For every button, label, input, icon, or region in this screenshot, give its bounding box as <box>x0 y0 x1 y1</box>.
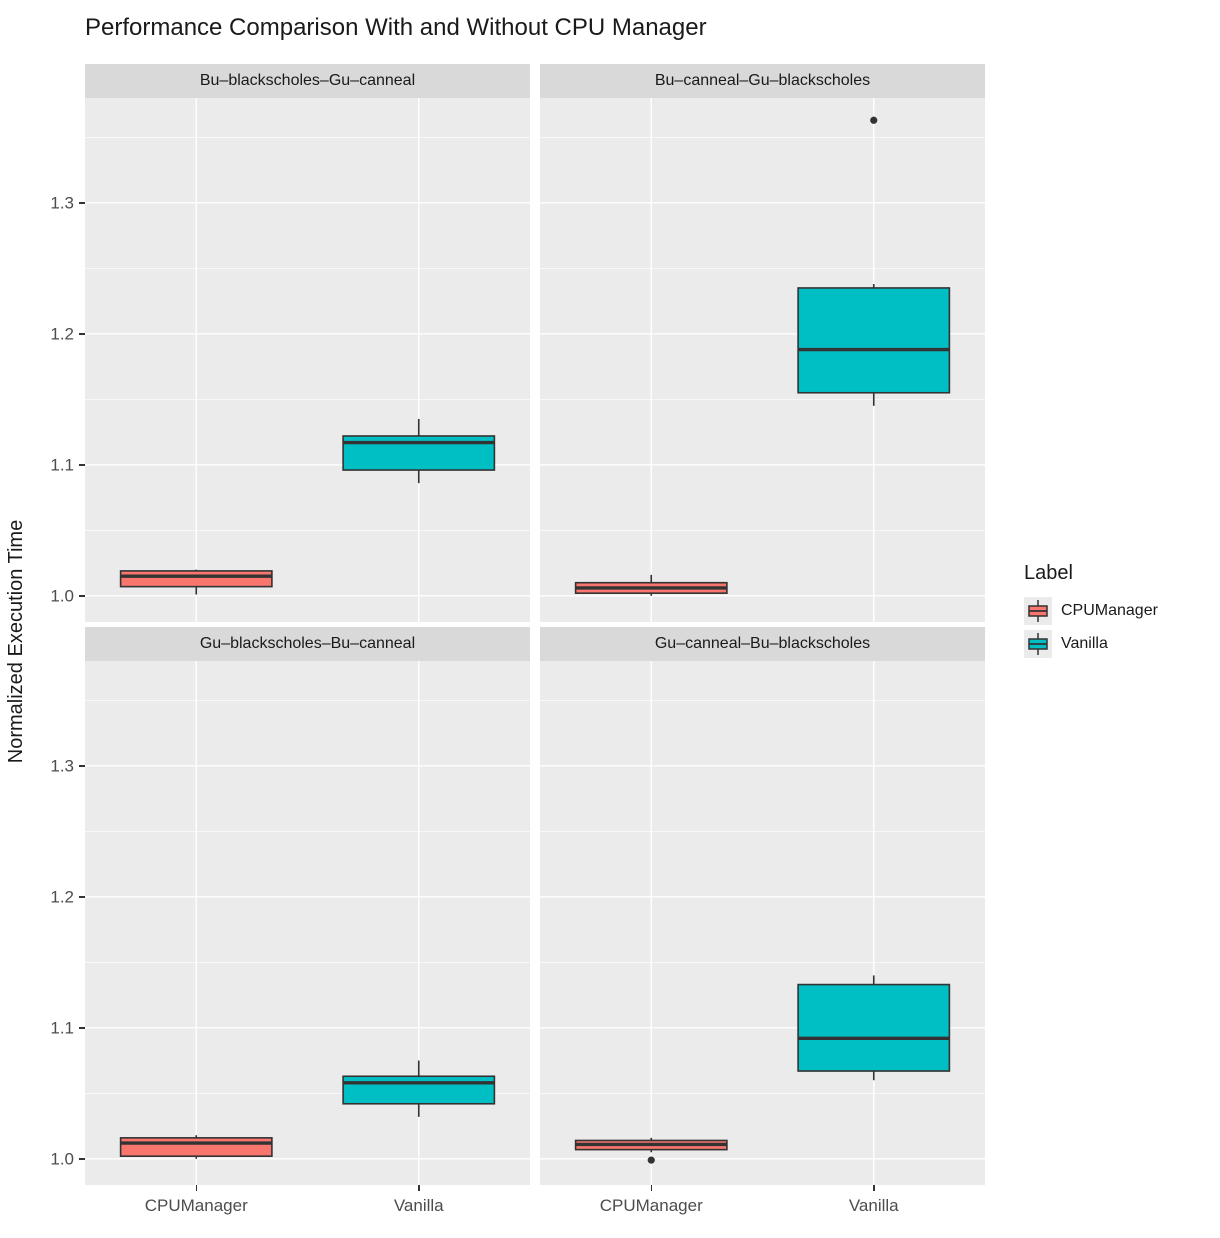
y-tick-label: 1.2 <box>50 324 74 344</box>
facet-panel-top-left <box>85 98 530 622</box>
facet-strip-bottom-right: Gu–canneal–Bu–blackscholes <box>540 627 985 661</box>
legend-key-glyph <box>1028 633 1048 655</box>
chart-title: Performance Comparison With and Without … <box>85 14 707 41</box>
outlier-point <box>647 1156 655 1164</box>
box-cpumanager <box>119 1135 273 1159</box>
x-tick-mark <box>195 1185 197 1191</box>
box-cpumanager <box>119 569 273 595</box>
facet-plot <box>540 98 985 622</box>
outlier-point <box>870 116 878 124</box>
legend-key-glyph <box>1028 600 1048 622</box>
y-tick-label: 1.1 <box>50 455 74 475</box>
iqr-box <box>119 570 273 588</box>
x-tick-label: Vanilla <box>393 1196 444 1215</box>
facet-panel-bottom-right <box>540 661 985 1185</box>
iqr-box <box>797 287 951 394</box>
x-tick-label: Vanilla <box>848 1196 899 1215</box>
facet-plot <box>540 661 985 1185</box>
x-tick-mark <box>873 1185 875 1191</box>
facet-strip-label: Gu–blackscholes–Bu–canneal <box>199 635 416 652</box>
x-tick-mark <box>650 1185 652 1191</box>
box-vanilla <box>797 116 951 406</box>
facet-plot <box>85 98 530 622</box>
facet-strip-label: Bu–canneal–Gu–blackscholes <box>654 72 871 89</box>
legend: Label CPUManager Vanilla <box>1024 562 1158 663</box>
y-tick-label: 1.1 <box>50 1018 74 1038</box>
box-vanilla <box>342 1060 496 1117</box>
iqr-box <box>119 1137 273 1157</box>
y-tick-label: 1.2 <box>50 887 74 907</box>
facet-panel-bottom-left <box>85 661 530 1185</box>
legend-entry-vanilla: Vanilla <box>1024 630 1158 658</box>
legend-entry-label: Vanilla <box>1061 635 1108 652</box>
x-tick-mark <box>418 1185 420 1191</box>
facet-plot <box>85 661 530 1185</box>
facet-strip-label: Gu–canneal–Bu–blackscholes <box>654 635 871 652</box>
x-tick-label: CPUManager <box>144 1196 248 1215</box>
facet-strip-top-right: Bu–canneal–Gu–blackscholes <box>540 64 985 98</box>
box-cpumanager <box>574 1137 728 1164</box>
boxplot-key-icon <box>1024 597 1052 625</box>
box-cpumanager <box>574 574 728 596</box>
box-vanilla <box>797 975 951 1081</box>
legend-entry-cpumanager: CPUManager <box>1024 597 1158 625</box>
y-tick-label: 1.0 <box>50 1149 74 1169</box>
iqr-box <box>797 983 951 1072</box>
y-axis-title-text: Normalized Execution Time <box>5 519 28 764</box>
facet-strip-label: Bu–blackscholes–Gu–canneal <box>199 72 416 89</box>
legend-title: Label <box>1024 562 1073 584</box>
box-vanilla <box>342 418 496 484</box>
y-tick-label: 1.3 <box>50 756 74 776</box>
facet-strip-top-left: Bu–blackscholes–Gu–canneal <box>85 64 530 98</box>
legend-entry-label: CPUManager <box>1061 602 1158 619</box>
boxplot-key-icon <box>1024 630 1052 658</box>
iqr-box <box>342 1075 496 1105</box>
facet-panel-top-right <box>540 98 985 622</box>
y-tick-label: 1.0 <box>50 586 74 606</box>
x-tick-label: CPUManager <box>599 1196 703 1215</box>
y-tick-label: 1.3 <box>50 193 74 213</box>
y-axis-title: Normalized Execution Time <box>0 98 34 1185</box>
facet-strip-bottom-left: Gu–blackscholes–Bu–canneal <box>85 627 530 661</box>
